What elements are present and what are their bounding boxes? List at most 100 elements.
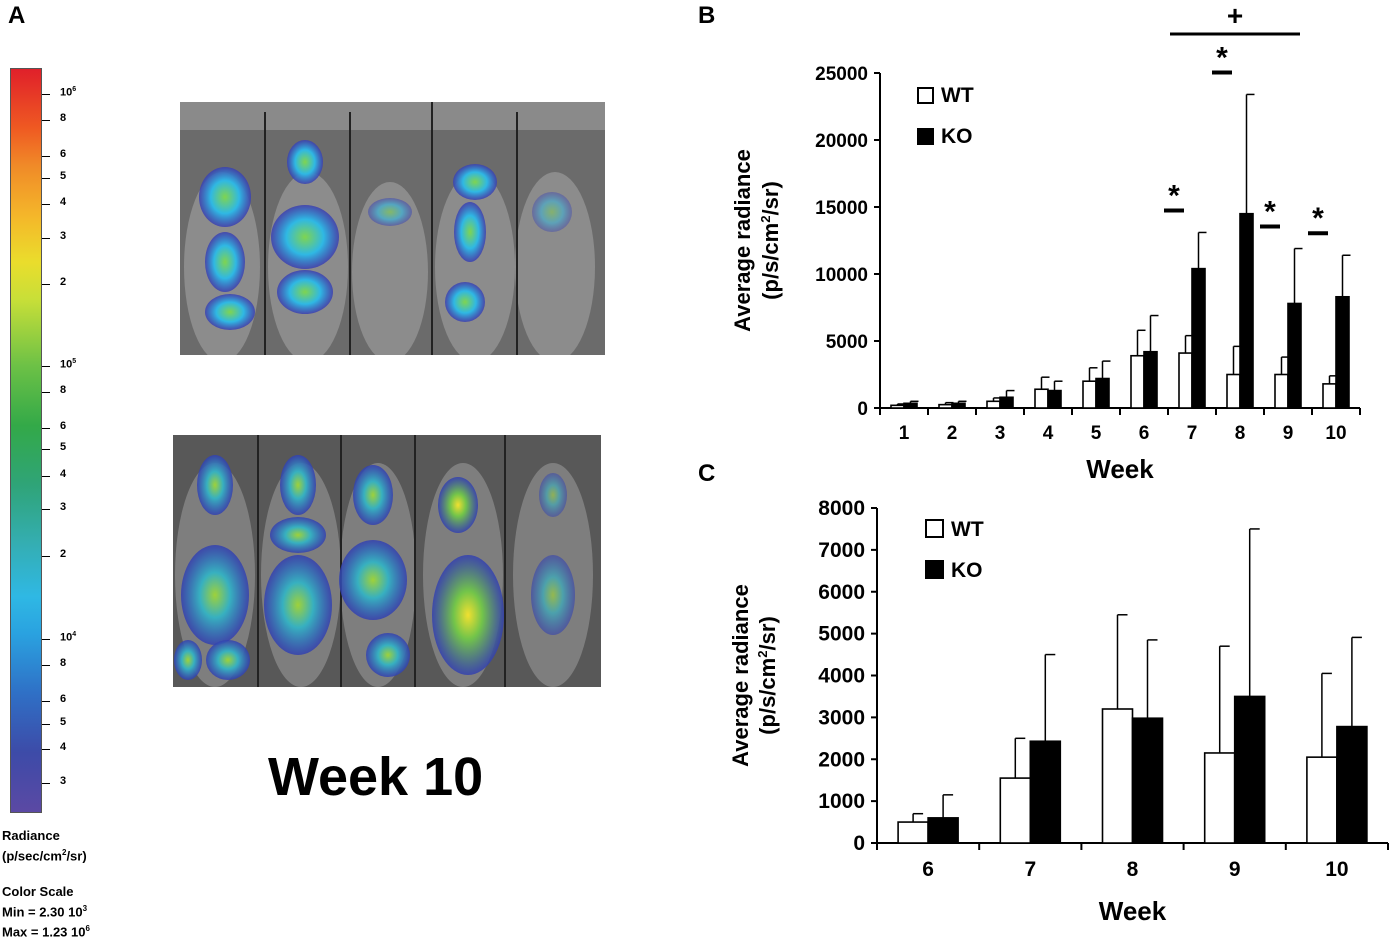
color-scale-tick-mark [42,203,50,205]
x-tick-label: 7 [1024,858,1036,881]
color-scale-tick-label: 6 [60,693,67,706]
bar-ko [1029,740,1062,844]
week-10-title: Week 10 [268,747,484,807]
bar-ko [927,817,959,844]
color-scale-tick-label: 6 [60,147,67,160]
x-tick-label: 7 [1187,423,1198,444]
color-scale-tick-mark [42,509,50,511]
bar-ko [1095,377,1110,409]
y-tick-label: 20000 [815,131,868,152]
color-scale-tick-mark [42,449,50,451]
bar-wt [999,777,1032,844]
color-scale-tick-mark [42,665,50,667]
y-tick-label: 10000 [815,265,868,286]
bar-wt [1101,708,1134,844]
panel-a-label: A [8,2,26,29]
bar-wt [1306,756,1338,844]
radiance-unit: (p/sec/cm2/sr) [2,848,87,864]
chart-c: 0 1000 2000 3000 4000 5000 6000 7000 8000 6 7 8 9 10 W… [728,497,1389,926]
color-scale-tick-label: 6 [60,419,67,432]
color-scale-tick-mark [42,177,50,179]
y-tick-label: 3000 [818,706,865,729]
y-axis-unit: (p/s/cm2/sr) [758,181,783,300]
x-tick-label: 10 [1325,423,1346,444]
significance-star: * [1216,41,1228,74]
color-scale-tick-mark [42,237,50,239]
bar-wt [1034,388,1049,409]
y-unit-superscript: 2 [758,215,773,222]
legend-label-wt: WT [941,84,974,107]
y-tick-label: 25000 [815,64,868,85]
color-scale-tick-label: 8 [60,657,67,670]
color-scale-tick-mark [42,723,50,725]
bar-ko [999,396,1014,409]
y-axis-label: Average radiance [728,584,753,767]
bar-wt [1322,383,1337,409]
bar-wt [897,821,929,844]
significance-star: * [1312,202,1324,235]
x-axis-label: Week [1086,454,1154,484]
y-unit-superscript: 2 [755,650,770,657]
radiance-caption: Radiance (p/sec/cm2/sr) [2,827,87,864]
y-tick-label: 15000 [815,198,868,219]
color-scale-tick-mark [42,701,50,703]
bar-ko [1239,212,1254,409]
x-tick-label: 10 [1325,858,1348,881]
legend-label-ko: KO [951,559,983,582]
y-tick-label: 6000 [818,581,865,604]
radiance-label: Radiance [2,828,60,843]
mouse-image-top-drawing [180,102,605,355]
color-scale-tick-mark [42,783,50,785]
bar-wt [1203,752,1236,844]
color-scale-tick-mark [42,284,50,286]
y-unit-part: /sr) [758,181,783,215]
x-tick-label: 6 [1139,423,1150,444]
legend-label-ko: KO [941,125,973,148]
y-unit-part: /sr) [755,616,780,650]
y-tick-label: 7000 [818,539,865,562]
x-tick-label: 8 [1127,858,1139,881]
color-scale-tick-label: 4 [60,195,67,208]
x-tick-label: 4 [1043,423,1054,444]
color-scale-tick-label: 2 [60,276,67,289]
legend-label-wt: WT [951,518,984,541]
color-scale-tick-label: 5 [60,441,67,454]
bioluminescence-image-bottom [173,435,601,687]
x-tick-label: 6 [922,858,934,881]
bar-wt [1082,380,1097,409]
y-axis-label: Average radiance [730,149,755,332]
x-tick-label: 3 [995,423,1006,444]
bar-ko [1336,725,1368,844]
bar-wt [1274,373,1289,409]
y-tick-label: 5000 [826,332,868,353]
color-scale-tick-mark [42,120,50,122]
color-scale-tick-label: 4 [60,740,67,753]
y-tick-label: 8000 [818,497,865,520]
y-tick-label: 1000 [818,790,865,813]
color-scale-tick-mark [42,427,50,429]
bar-wt [938,403,953,409]
significance-star: * [1264,196,1276,229]
panel-c-label: C [698,460,716,487]
color-scale-tick-mark [42,639,50,641]
bioluminescence-image-top [180,102,605,355]
color-scale-title: Color Scale [2,884,74,899]
color-scale-tick-mark [42,155,50,157]
color-scale-max: Max = 1.23 106 [2,924,90,940]
bar-ko [1131,717,1164,844]
color-scale-tick-label: 2 [60,547,67,560]
legend-swatch-ko [917,128,934,145]
color-scale-tick-label: 3 [60,229,67,242]
y-axis-unit: (p/s/cm2/sr) [755,616,780,735]
bar-ko [1143,350,1158,409]
color-scale-tick-mark [42,366,50,367]
color-scale-min: Min = 2.30 103 [2,904,88,920]
bracket-symbol: + [1227,0,1243,31]
mouse-image-bottom-drawing [173,435,601,687]
bar-ko [951,402,966,409]
x-axis-label: Week [1099,896,1167,926]
bar-ko [1335,295,1350,409]
color-scale-tick-mark [42,392,50,394]
color-scale-tick-label: 4 [60,467,67,480]
color-scale-tick-label: 106 [60,86,77,99]
